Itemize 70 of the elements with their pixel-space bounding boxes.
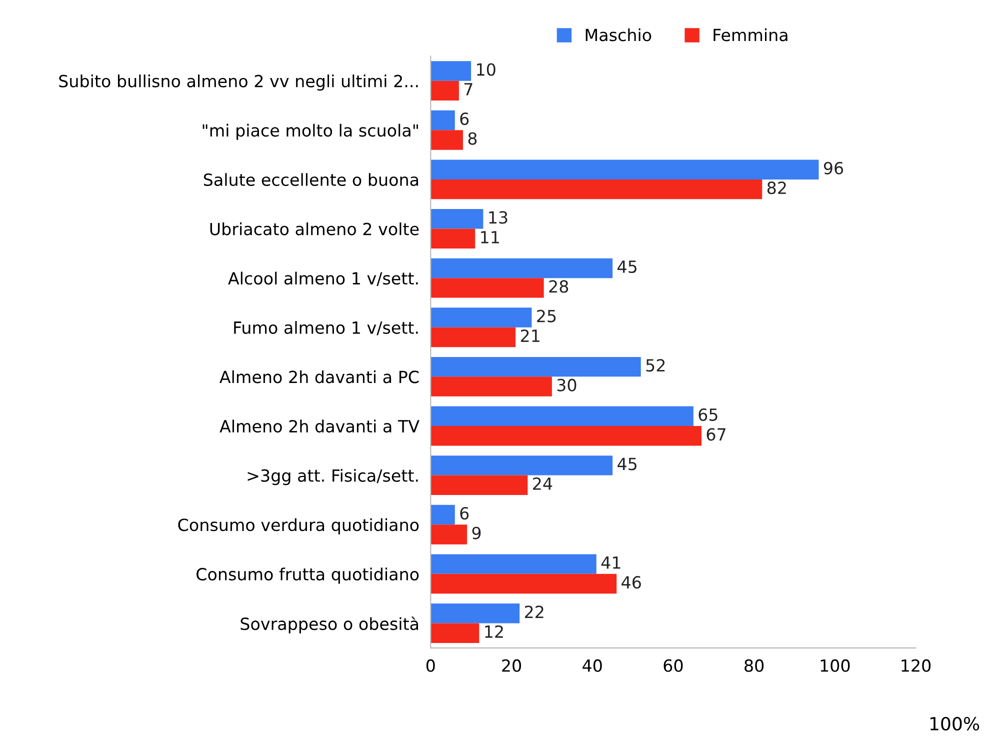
bar [430, 376, 552, 396]
data-label: 45 [618, 458, 636, 470]
y-tick-label: Consumo verdura quotidiano [178, 518, 419, 534]
x-tick-label: 60 [664, 659, 683, 672]
data-label: 28 [549, 280, 568, 293]
text: 100% [930, 716, 980, 731]
bar [430, 406, 694, 426]
data-label: 6 [460, 112, 469, 126]
y-tick-label: Almeno 2h davanti a TV [220, 420, 420, 433]
y-tick-label: Salute eccellente o buona [204, 173, 418, 186]
data-label: 9 [472, 526, 481, 540]
y-tick-label: Subito bullisno almeno 2 vv negli ultimi 2... [59, 74, 418, 91]
data-label: 6 [460, 506, 469, 520]
data-label: 41 [601, 556, 620, 569]
bar [430, 110, 455, 130]
x-tick-label: 100 [820, 659, 850, 672]
bar [430, 327, 516, 348]
bar [430, 228, 476, 248]
data-label: 24 [533, 477, 552, 490]
data-label: 65 [698, 408, 718, 421]
x-tick-label: 120 [902, 659, 931, 672]
bar [430, 160, 819, 180]
bar [430, 308, 532, 328]
data-label: 8 [468, 132, 477, 145]
bar [430, 456, 613, 476]
bar [430, 258, 613, 278]
data-label: 13 [489, 211, 508, 224]
data-label: 52 [646, 359, 665, 372]
bar [430, 554, 596, 574]
data-label: 96 [824, 162, 844, 174]
data-label: 67 [706, 428, 726, 441]
data-label: 10 [477, 63, 496, 76]
bar [430, 130, 463, 150]
data-label: 82 [767, 182, 786, 194]
y-tick-label: Almeno 2h davanti a PC [220, 370, 419, 384]
bar [430, 179, 762, 200]
bar [430, 623, 480, 643]
data-label: 7 [464, 83, 472, 96]
bar [430, 574, 617, 594]
bar [430, 524, 468, 544]
x-tick-label: 20 [502, 659, 521, 672]
x-tick-label: 40 [582, 659, 602, 672]
data-label: 46 [622, 576, 641, 589]
data-label: 25 [537, 310, 556, 322]
legend-label: Maschio [586, 28, 652, 42]
data-label: 21 [520, 329, 540, 342]
y-tick-label: Sovrappeso o obesità [240, 616, 418, 634]
data-label: 12 [485, 625, 503, 638]
y-tick-label: Consumo frutta quotidiano [196, 568, 419, 584]
bar [430, 604, 520, 624]
bar [430, 426, 702, 446]
bar [430, 209, 484, 229]
bar [430, 278, 544, 298]
bar [430, 80, 459, 101]
bar [430, 61, 472, 81]
data-label: 11 [481, 231, 499, 244]
y-tick-label: Alcool almeno 1 v/sett. [228, 272, 418, 286]
bar [430, 475, 528, 496]
y-tick-label: "mi piace molto la scuola" [202, 124, 418, 140]
x-tick-label: 0 [426, 659, 435, 672]
y-tick-label: >3gg att. Fisica/sett. [248, 468, 418, 486]
bar [430, 504, 455, 525]
data-label: 45 [618, 260, 636, 274]
data-label: 30 [557, 378, 576, 392]
bar [430, 356, 641, 377]
data-label: 22 [524, 606, 544, 618]
y-tick-label: Ubriacato almeno 2 volte [210, 222, 419, 236]
legend-label: Femmina [714, 28, 788, 42]
x-tick-label: 80 [744, 659, 764, 672]
y-tick-label: Fumo almeno 1 v/sett. [234, 321, 418, 336]
